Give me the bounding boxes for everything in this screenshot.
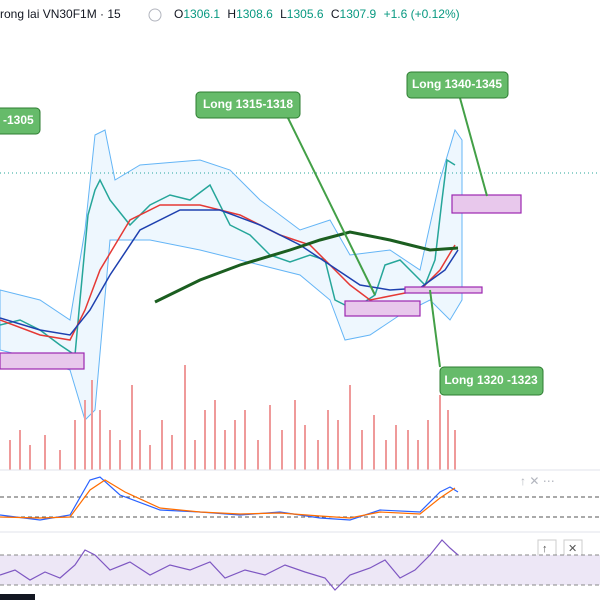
ohlc-value: 1305.6 bbox=[287, 7, 324, 21]
ohlc-value: 1308.6 bbox=[236, 7, 273, 21]
rsi-line bbox=[0, 539, 459, 591]
ma-green bbox=[154, 230, 459, 304]
zones bbox=[0, 194, 522, 370]
ohlc-label: O bbox=[174, 7, 183, 21]
ohlc-value: 1307.9 bbox=[340, 7, 377, 21]
volume-bars bbox=[9, 365, 456, 470]
svg-text:↑ ✕ ⋯: ↑ ✕ ⋯ bbox=[520, 474, 555, 488]
signal-line bbox=[0, 479, 456, 519]
callout-text: Long 1320 -1323 bbox=[444, 373, 538, 387]
svg-text:↑: ↑ bbox=[542, 543, 548, 555]
pointers bbox=[287, 97, 488, 368]
ohlc: O1306.1 H1308.6 L1305.6 C1307.9 +1.6 (+0… bbox=[174, 7, 460, 21]
settings-icon[interactable] bbox=[148, 8, 162, 22]
price-path bbox=[0, 158, 456, 357]
toolbar-edge bbox=[0, 594, 35, 600]
symbol-title: rong lai VN30F1M · 15 bbox=[0, 7, 121, 21]
ohlc-label: C bbox=[331, 7, 340, 21]
macd-line bbox=[0, 476, 459, 521]
callout-text: Long 1315-1318 bbox=[203, 97, 293, 111]
callout-boxes bbox=[0, 71, 544, 396]
svg-text:✕: ✕ bbox=[568, 543, 577, 555]
ohlc-value: 1306.1 bbox=[183, 7, 220, 21]
change: +1.6 (+0.12%) bbox=[384, 7, 460, 21]
callout-text: Long 1340-1345 bbox=[412, 77, 502, 91]
macd-levels bbox=[0, 496, 600, 518]
ohlc-label: H bbox=[227, 7, 236, 21]
bollinger-band bbox=[0, 128, 463, 421]
rsi-levels bbox=[0, 554, 600, 586]
callout-text: -1305 bbox=[3, 113, 34, 127]
pane-buttons[interactable]: ↑ ✕ ⋯ ↑ ✕ bbox=[520, 474, 583, 557]
ohlc-label: L bbox=[280, 7, 287, 21]
